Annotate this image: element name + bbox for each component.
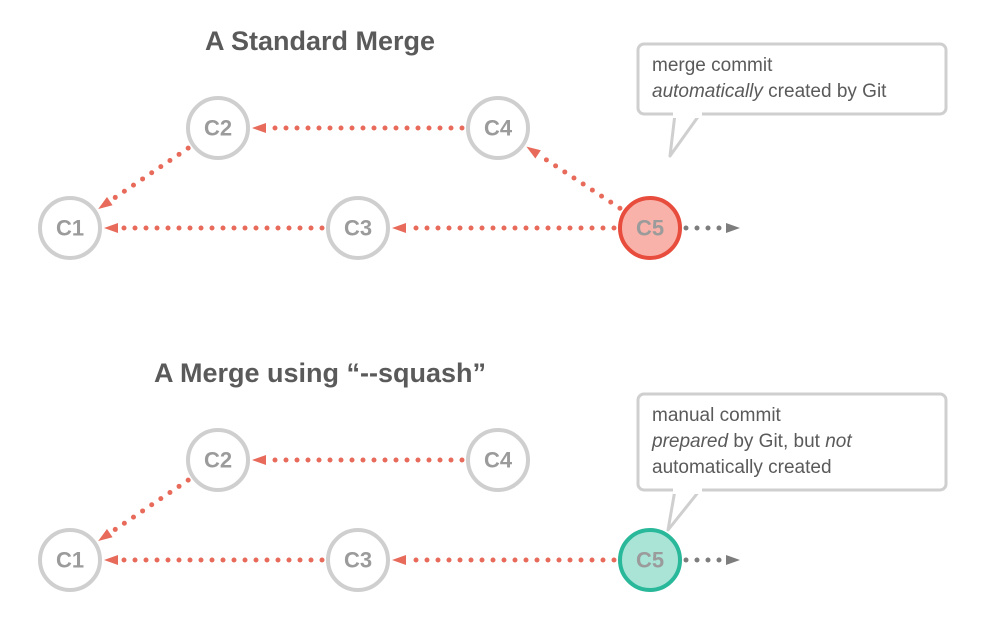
callout-line: automatically created bbox=[652, 457, 832, 478]
dotted-arrow bbox=[526, 147, 622, 211]
dotted-arrow bbox=[252, 455, 465, 465]
callout-line: merge commit bbox=[652, 55, 773, 76]
dotted-arrow bbox=[392, 555, 617, 565]
diagram-title: A Standard Merge bbox=[205, 26, 435, 56]
commit-label-c1: C1 bbox=[56, 216, 84, 241]
commit-label-c4: C4 bbox=[484, 448, 513, 473]
dotted-arrow bbox=[684, 555, 741, 565]
dotted-arrow bbox=[684, 223, 741, 233]
diagram-title: A Merge using “--squash” bbox=[154, 358, 486, 388]
commit-label-c2: C2 bbox=[204, 116, 232, 141]
commit-label-c2: C2 bbox=[204, 448, 232, 473]
callout: merge commit automatically created by Git bbox=[638, 44, 946, 156]
callout: manual commit prepared by Git, but not aut… bbox=[638, 394, 946, 530]
commit-label-c1: C1 bbox=[56, 548, 84, 573]
commit-label-c3: C3 bbox=[344, 216, 372, 241]
dotted-arrow bbox=[98, 478, 190, 541]
commit-label-c5: C5 bbox=[636, 548, 664, 573]
dotted-arrow bbox=[98, 146, 190, 209]
callout-line: prepared by Git, but not bbox=[651, 431, 852, 452]
commit-label-c5: C5 bbox=[636, 216, 664, 241]
dotted-arrow bbox=[392, 223, 617, 233]
commit-label-c4: C4 bbox=[484, 116, 513, 141]
commit-label-c3: C3 bbox=[344, 548, 372, 573]
dotted-arrow bbox=[104, 555, 325, 565]
callout-line: automatically created by Git bbox=[652, 81, 887, 102]
dotted-arrow bbox=[104, 223, 325, 233]
dotted-arrow bbox=[252, 123, 465, 133]
callout-line: manual commit bbox=[652, 405, 782, 426]
